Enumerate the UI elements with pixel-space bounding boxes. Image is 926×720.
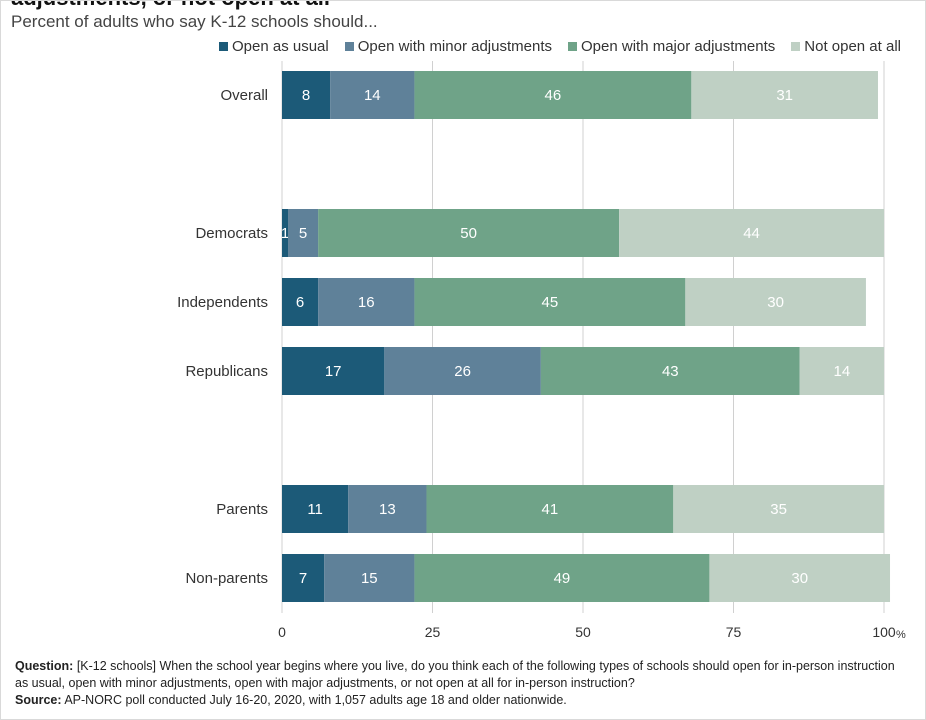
bar-republicans-series-0 — [282, 347, 385, 395]
bar-non-parents-series-2 — [414, 554, 710, 602]
data-label-non-parents-series-3: 30 — [791, 570, 808, 587]
legend-swatch-open-as-usual — [219, 42, 228, 51]
bar-independents-series-2 — [414, 278, 686, 326]
chart-subtitle: Percent of adults who say K-12 schools s… — [11, 12, 378, 31]
category-label-overall: Overall — [220, 87, 268, 104]
data-label-independents-series-2: 45 — [542, 294, 559, 311]
bar-parents-series-0 — [282, 485, 349, 533]
data-label-independents-series-1: 16 — [358, 294, 375, 311]
x-tick-label-25: 25 — [425, 624, 441, 640]
bar-independents-series-0 — [282, 278, 319, 326]
bar-overall-series-1 — [330, 71, 415, 119]
x-tick-label-100: 100 — [872, 624, 896, 640]
bar-overall-series-3 — [691, 71, 878, 119]
data-label-independents-series-3: 30 — [767, 294, 784, 311]
data-label-democrats-series-3: 44 — [743, 225, 760, 242]
bar-overall-series-0 — [282, 71, 331, 119]
bar-non-parents-series-0 — [282, 554, 325, 602]
source-text: AP-NORC poll conducted July 16-20, 2020,… — [64, 693, 567, 707]
source-label: Source: — [15, 693, 62, 707]
legend-swatch-major — [568, 42, 577, 51]
bar-independents-series-3 — [685, 278, 866, 326]
category-label-democrats: Democrats — [195, 225, 268, 242]
data-label-independents-series-0: 6 — [296, 294, 304, 311]
data-label-overall-series-1: 14 — [364, 87, 381, 104]
footnote: Question: [K-12 schools] When the school… — [15, 658, 895, 709]
legend-swatch-minor — [344, 42, 354, 51]
legend-item-minor: Open with minor adjustments — [344, 38, 552, 55]
legend-label-major: Open with major adjustments — [581, 38, 776, 55]
data-label-democrats-series-2: 50 — [460, 225, 477, 242]
data-label-republicans-series-1: 26 — [454, 363, 471, 380]
bar-overall-series-2 — [414, 71, 692, 119]
category-label-republicans: Republicans — [185, 363, 268, 380]
x-tick-label-75: 75 — [726, 624, 742, 640]
bar-democrats-series-0 — [282, 209, 289, 257]
data-label-parents-series-3: 35 — [770, 501, 787, 518]
category-label-independents: Independents — [177, 294, 268, 311]
x-unit-label: % — [896, 629, 906, 641]
legend: Open as usual Open with minor adjustment… — [219, 38, 901, 55]
question-text: [K-12 schools] When the school year begi… — [15, 659, 895, 690]
category-label-parents: Parents — [216, 501, 268, 518]
x-tick-label-50: 50 — [575, 624, 591, 640]
legend-label-not-open: Not open at all — [804, 38, 901, 55]
bar-democrats-series-3 — [619, 209, 884, 257]
bar-independents-series-1 — [318, 278, 415, 326]
bar-democrats-series-1 — [288, 209, 319, 257]
data-label-parents-series-0: 11 — [307, 501, 323, 518]
bar-republicans-series-3 — [799, 347, 884, 395]
legend-label-open-as-usual: Open as usual — [232, 38, 329, 55]
data-label-overall-series-2: 46 — [545, 87, 562, 104]
bar-non-parents-series-3 — [709, 554, 891, 602]
bar-parents-series-3 — [673, 485, 884, 533]
data-label-parents-series-1: 13 — [379, 501, 396, 518]
data-label-non-parents-series-1: 15 — [361, 570, 378, 587]
x-tick-label-0: 0 — [278, 624, 286, 640]
legend-item-open-as-usual: Open as usual — [219, 38, 329, 55]
legend-label-minor: Open with minor adjustments — [357, 38, 552, 55]
data-label-parents-series-2: 41 — [542, 501, 559, 518]
bar-parents-series-2 — [426, 485, 674, 533]
bar-democrats-series-2 — [318, 209, 620, 257]
legend-swatch-not-open — [791, 42, 801, 51]
data-label-overall-series-0: 8 — [302, 87, 310, 104]
legend-item-major: Open with major adjustments — [568, 38, 775, 55]
bar-parents-series-1 — [348, 485, 427, 533]
data-label-democrats-series-0: 1 — [281, 225, 289, 242]
legend-item-not-open: Not open at all — [791, 38, 901, 55]
data-label-democrats-series-1: 5 — [299, 225, 307, 242]
bar-republicans-series-1 — [384, 347, 541, 395]
question-label: Question: — [15, 659, 74, 673]
data-label-republicans-series-3: 14 — [834, 363, 851, 380]
data-label-republicans-series-0: 17 — [325, 363, 342, 380]
category-label-non-parents: Non-parents — [185, 570, 268, 587]
data-label-non-parents-series-0: 7 — [299, 570, 307, 587]
data-label-republicans-series-2: 43 — [662, 363, 679, 380]
bar-republicans-series-2 — [540, 347, 800, 395]
bar-non-parents-series-1 — [324, 554, 415, 602]
data-label-overall-series-3: 31 — [776, 87, 793, 104]
chart-title: adjustments, or not open at all — [11, 1, 330, 11]
data-label-non-parents-series-2: 49 — [554, 570, 571, 587]
